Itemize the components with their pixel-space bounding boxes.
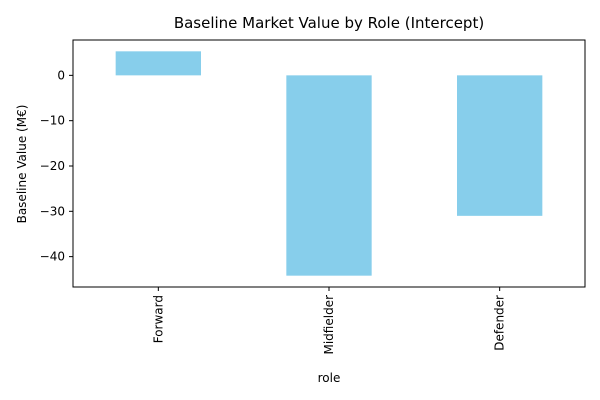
- bar-midfielder: [286, 75, 372, 276]
- x-tick-label: Midfielder: [322, 295, 336, 355]
- x-axis: Forward Midfielder Defender: [151, 287, 507, 355]
- x-tick-label: Forward: [151, 295, 165, 343]
- y-axis: 0 −10 −20 −30 −40: [40, 68, 73, 264]
- y-tick-label: −10: [40, 114, 65, 128]
- y-tick-label: 0: [57, 68, 65, 82]
- bars-group: [115, 51, 543, 276]
- chart-title: Baseline Market Value by Role (Intercept…: [174, 14, 484, 32]
- x-tick-label: Defender: [493, 295, 507, 351]
- bar-forward: [115, 51, 201, 76]
- y-axis-label: Baseline Value (M€): [15, 105, 29, 224]
- y-tick-label: −30: [40, 204, 65, 218]
- bar-defender: [457, 75, 543, 216]
- y-tick-label: −40: [40, 250, 65, 264]
- x-axis-label: role: [318, 371, 341, 385]
- y-tick-label: −20: [40, 159, 65, 173]
